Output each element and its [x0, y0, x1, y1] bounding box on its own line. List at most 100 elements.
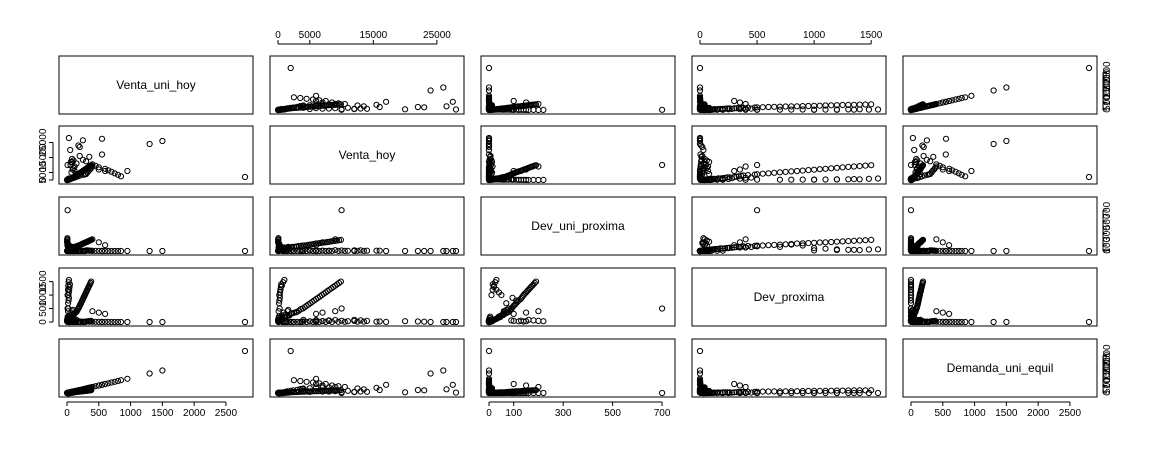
- data-point: [962, 94, 969, 101]
- data-point: [1085, 64, 1093, 72]
- data-point: [485, 64, 493, 72]
- panel-Venta_uni_hoy-vs-Venta_uni_hoy: [58, 55, 254, 115]
- data-point: [731, 167, 738, 175]
- data-point: [939, 99, 946, 106]
- scatter-panel: [64, 276, 249, 326]
- data-point: [765, 242, 772, 249]
- data-point: [907, 305, 915, 312]
- panel-Demanda_uni_equil-vs-Dev_uni_proxima: [480, 338, 676, 398]
- data-point: [907, 279, 915, 286]
- data-point: [102, 310, 109, 317]
- data-point: [102, 318, 109, 325]
- data-point: [414, 103, 421, 111]
- data-point: [306, 388, 313, 395]
- data-point: [311, 388, 318, 395]
- data-point: [703, 389, 710, 396]
- data-point: [341, 383, 348, 391]
- data-point: [427, 370, 434, 377]
- data-point: [921, 172, 928, 179]
- data-point: [659, 106, 666, 113]
- data-point: [696, 171, 704, 178]
- data-point: [920, 143, 927, 151]
- data-point: [811, 245, 818, 252]
- data-point: [363, 317, 371, 324]
- tick-label: 2000: [1027, 408, 1050, 419]
- data-point: [299, 318, 306, 326]
- data-point: [907, 282, 915, 289]
- data-point: [520, 318, 527, 325]
- data-point: [540, 389, 547, 397]
- data-point: [811, 166, 818, 173]
- data-point: [733, 389, 740, 396]
- scatter-panel: [907, 134, 1093, 184]
- tick-label: 0: [1102, 390, 1113, 396]
- tick-label: 500: [1102, 94, 1113, 111]
- data-point: [708, 247, 715, 254]
- data-point: [932, 164, 939, 172]
- data-point: [64, 389, 71, 397]
- data-point: [351, 317, 358, 324]
- scatter-panel: [275, 276, 460, 326]
- tick-label: 2500: [215, 408, 238, 419]
- data-point: [427, 87, 434, 94]
- data-point: [322, 387, 329, 394]
- panel-Dev_proxima-vs-Venta_uni_hoy: [58, 267, 254, 327]
- data-point: [921, 103, 928, 110]
- data-point: [313, 101, 320, 109]
- data-point: [918, 173, 925, 180]
- data-point: [865, 106, 873, 113]
- scatter-panel: [907, 64, 1093, 114]
- data-point: [485, 151, 493, 158]
- data-point: [717, 389, 724, 396]
- data-point: [414, 247, 421, 255]
- data-point: [865, 246, 873, 253]
- data-point: [313, 380, 320, 388]
- data-point: [856, 106, 863, 113]
- data-point: [919, 236, 927, 243]
- data-point: [862, 237, 869, 244]
- panel-Venta_hoy-vs-Dev_proxima: [691, 125, 887, 185]
- data-point: [540, 176, 547, 183]
- data-point: [306, 247, 313, 254]
- data-point: [828, 102, 835, 109]
- data-point: [771, 241, 778, 248]
- data-point: [523, 309, 530, 316]
- data-point: [114, 171, 122, 178]
- data-point: [360, 103, 367, 110]
- data-point: [765, 388, 772, 395]
- data-point: [833, 238, 841, 245]
- data-point: [759, 242, 766, 249]
- data-point: [955, 95, 962, 102]
- data-point: [799, 242, 806, 249]
- data-point: [913, 158, 920, 166]
- data-point: [449, 318, 456, 326]
- data-point: [325, 105, 332, 112]
- tick-label: 25000: [38, 128, 49, 156]
- data-point: [850, 176, 858, 183]
- data-point: [79, 156, 87, 163]
- data-point: [315, 388, 322, 395]
- data-point: [449, 98, 456, 105]
- data-point: [946, 310, 953, 317]
- data-point: [850, 106, 858, 113]
- tick-label: 1500: [1102, 76, 1113, 99]
- data-point: [287, 387, 294, 394]
- data-point: [927, 158, 934, 165]
- data-point: [728, 389, 736, 396]
- data-point: [98, 381, 106, 388]
- data-point: [102, 165, 109, 172]
- data-point: [696, 84, 704, 91]
- data-point: [1085, 318, 1093, 326]
- data-point: [709, 175, 716, 182]
- data-point: [822, 245, 829, 252]
- data-point: [86, 153, 93, 160]
- tick-label: 500: [934, 408, 951, 419]
- data-point: [341, 318, 348, 325]
- data-point: [862, 162, 869, 169]
- data-point: [509, 294, 516, 301]
- data-point: [344, 247, 351, 254]
- data-point: [76, 143, 83, 151]
- tick-label: 1000: [38, 284, 49, 307]
- scatter-panel: [485, 134, 666, 184]
- data-point: [532, 278, 540, 285]
